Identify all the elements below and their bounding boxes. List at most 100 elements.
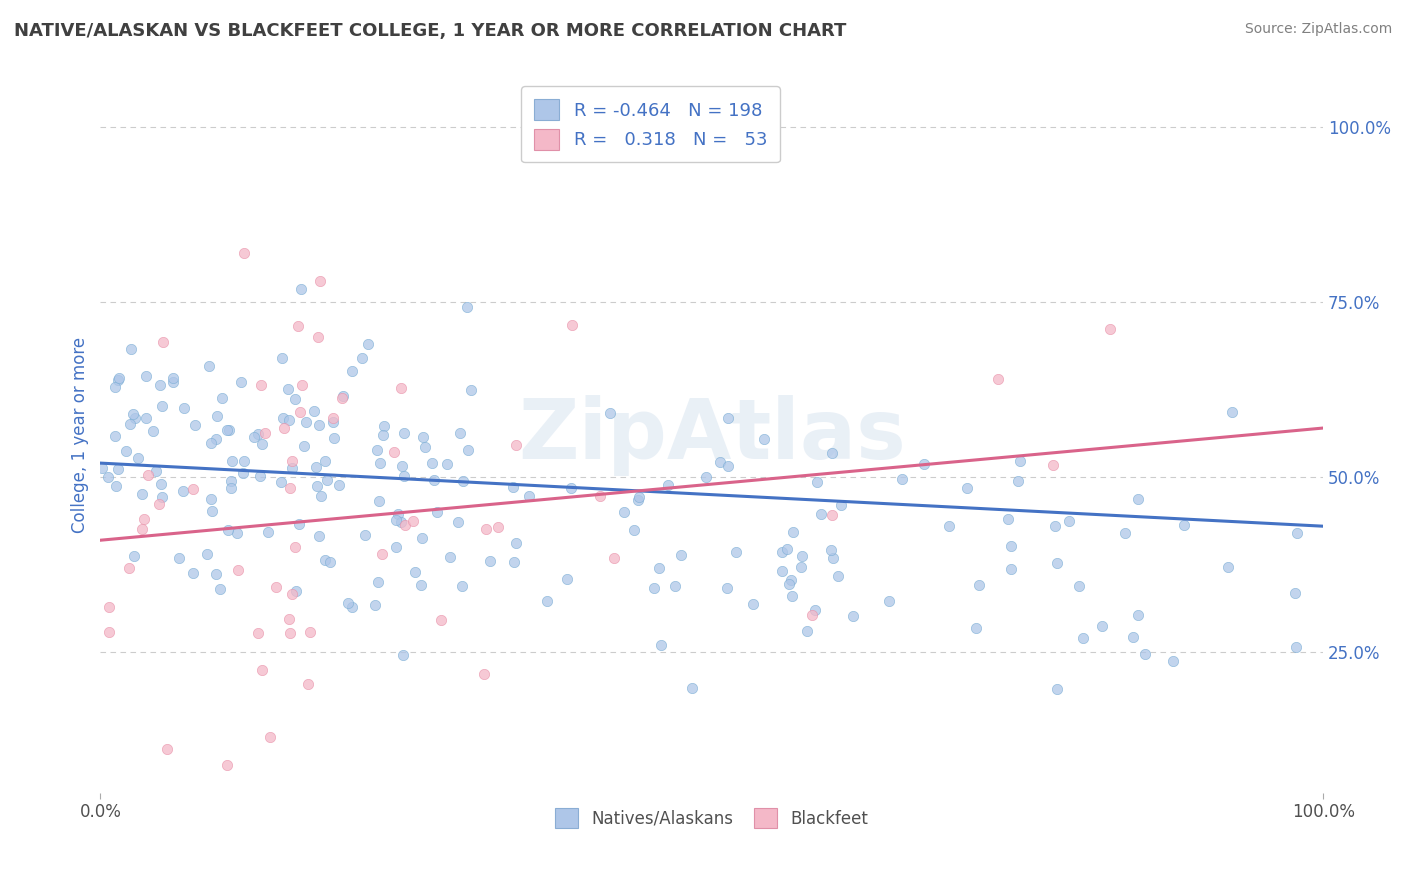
Legend: Natives/Alaskans, Blackfeet: Natives/Alaskans, Blackfeet xyxy=(548,802,875,834)
Point xyxy=(967,578,990,592)
Point xyxy=(305,479,328,493)
Point xyxy=(246,427,269,442)
Point xyxy=(1010,454,1032,468)
Point xyxy=(148,497,170,511)
Point xyxy=(181,483,204,497)
Point xyxy=(1067,578,1090,592)
Point xyxy=(451,579,474,593)
Point xyxy=(127,451,149,466)
Point xyxy=(162,371,184,385)
Point xyxy=(98,599,121,614)
Point xyxy=(307,330,329,344)
Point xyxy=(536,594,558,608)
Point xyxy=(599,406,621,420)
Point xyxy=(242,429,264,443)
Point xyxy=(219,481,242,495)
Text: ZipAtlas: ZipAtlas xyxy=(517,394,905,475)
Point xyxy=(121,408,143,422)
Point xyxy=(560,482,582,496)
Point xyxy=(250,377,273,392)
Point xyxy=(120,342,142,356)
Point xyxy=(589,490,612,504)
Point xyxy=(90,460,112,475)
Point xyxy=(292,439,315,453)
Point xyxy=(322,411,344,425)
Point xyxy=(136,467,159,482)
Point xyxy=(373,428,395,442)
Point xyxy=(308,418,330,433)
Point xyxy=(1091,619,1114,633)
Point xyxy=(965,621,987,635)
Point xyxy=(1173,517,1195,532)
Point xyxy=(104,380,127,394)
Point xyxy=(657,478,679,492)
Point xyxy=(277,413,299,427)
Point xyxy=(1284,586,1306,600)
Point xyxy=(278,625,301,640)
Point xyxy=(211,392,233,406)
Point xyxy=(145,463,167,477)
Point xyxy=(322,431,344,445)
Point xyxy=(124,411,146,425)
Point xyxy=(278,481,301,495)
Point xyxy=(790,560,813,574)
Point xyxy=(308,528,330,542)
Y-axis label: College, 1 year or more: College, 1 year or more xyxy=(72,337,89,533)
Point xyxy=(997,512,1019,526)
Point xyxy=(830,498,852,512)
Point xyxy=(782,524,804,539)
Point xyxy=(389,381,412,395)
Point xyxy=(287,318,309,333)
Point xyxy=(387,507,409,521)
Point xyxy=(1071,631,1094,645)
Point xyxy=(340,364,363,378)
Point xyxy=(806,475,828,489)
Text: NATIVE/ALASKAN VS BLACKFEET COLLEGE, 1 YEAR OR MORE CORRELATION CHART: NATIVE/ALASKAN VS BLACKFEET COLLEGE, 1 Y… xyxy=(14,22,846,40)
Point xyxy=(1045,556,1067,570)
Point xyxy=(776,541,799,556)
Point xyxy=(253,426,276,441)
Point xyxy=(724,545,747,559)
Point xyxy=(132,512,155,526)
Point xyxy=(107,462,129,476)
Point xyxy=(328,478,350,492)
Point xyxy=(842,608,865,623)
Point xyxy=(107,373,129,387)
Point xyxy=(373,418,395,433)
Point xyxy=(217,757,239,772)
Point xyxy=(394,469,416,483)
Point xyxy=(394,425,416,440)
Point xyxy=(221,475,243,489)
Point xyxy=(389,515,412,529)
Point xyxy=(285,583,308,598)
Point xyxy=(149,378,172,392)
Point xyxy=(1285,640,1308,655)
Point xyxy=(780,573,803,587)
Point xyxy=(280,587,302,601)
Point xyxy=(938,519,960,533)
Point xyxy=(150,399,173,413)
Point xyxy=(717,459,740,474)
Point xyxy=(259,730,281,744)
Point xyxy=(371,548,394,562)
Point xyxy=(1000,562,1022,576)
Point xyxy=(780,589,803,603)
Point xyxy=(252,437,274,451)
Point xyxy=(149,476,172,491)
Point xyxy=(336,596,359,610)
Point xyxy=(291,378,314,392)
Point xyxy=(152,334,174,349)
Point xyxy=(364,598,387,612)
Point xyxy=(770,544,793,558)
Point xyxy=(741,597,763,611)
Point xyxy=(288,517,311,532)
Point xyxy=(505,438,527,452)
Point xyxy=(150,490,173,504)
Point xyxy=(357,337,380,351)
Point xyxy=(671,549,693,563)
Point xyxy=(1126,608,1149,623)
Point xyxy=(821,551,844,566)
Point xyxy=(367,574,389,589)
Point xyxy=(205,567,228,582)
Point xyxy=(97,470,120,484)
